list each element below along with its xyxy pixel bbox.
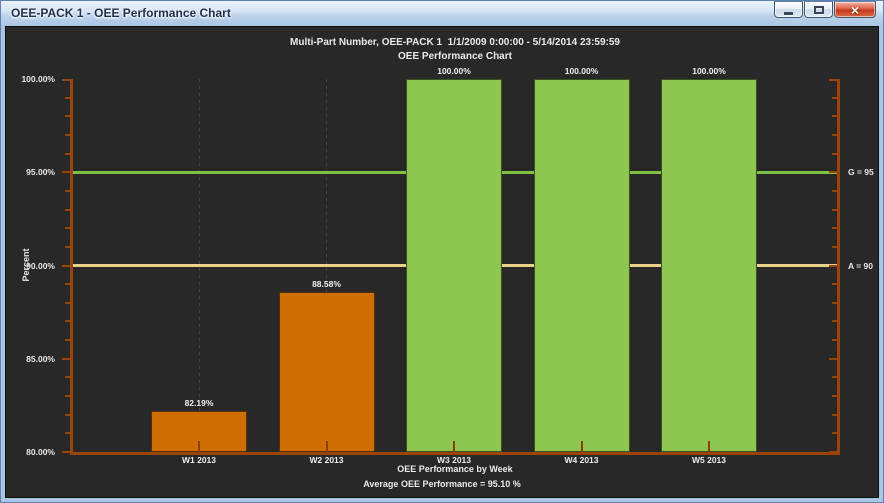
window-title: OEE-PACK 1 - OEE Performance Chart — [11, 6, 231, 20]
minimize-button[interactable] — [774, 1, 803, 18]
right-axis-tick — [832, 301, 837, 304]
x-tick-label: W4 2013 — [564, 455, 599, 465]
y-axis-tick — [65, 283, 70, 286]
goal-line-label: G = 95 — [848, 167, 874, 178]
bar — [661, 79, 757, 452]
y-axis-tick — [62, 79, 70, 81]
right-axis-tick — [832, 133, 837, 136]
y-tick-label: 90.00% — [26, 260, 55, 271]
window-controls: × — [774, 1, 876, 18]
y-axis-tick — [62, 171, 70, 174]
right-axis-tick — [832, 395, 837, 398]
plot-area: 82.19% W1 2013 88.58% W2 2013 100.00% W3 2013… — [21, 66, 873, 465]
y-tick-label: 80.00% — [26, 447, 55, 457]
minimize-icon — [784, 11, 793, 15]
y-axis-tick — [65, 432, 70, 435]
amber-line-label: A = 90 — [848, 260, 873, 271]
y-axis-tick — [65, 245, 70, 248]
right-axis-tick — [832, 413, 837, 416]
right-axis-tick — [829, 264, 837, 267]
right-axis-tick — [832, 283, 837, 286]
y-axis-tick — [65, 152, 70, 155]
x-tick-label: W3 2013 — [436, 455, 472, 465]
x-axis-tick — [580, 441, 583, 452]
right-axis-tick — [832, 245, 837, 248]
y-axis-tick — [62, 264, 70, 267]
y-tick-label: 95.00% — [26, 167, 55, 178]
x-tick-label: W5 2013 — [691, 455, 727, 465]
y-axis-tick — [62, 357, 70, 360]
y-axis-tick — [65, 115, 70, 118]
y-axis-tick — [65, 376, 70, 379]
chart-subtitle: Multi-Part Number, OEE-PACK 1 1/1/2009 0… — [290, 37, 620, 48]
x-axis-line — [70, 452, 840, 455]
right-axis-tick — [832, 152, 837, 155]
right-axis-line — [837, 79, 840, 452]
right-axis-tick — [829, 79, 837, 81]
bar-value-label: 100.00% — [437, 66, 471, 76]
y-axis-tick — [65, 339, 70, 342]
right-axis-tick — [832, 189, 837, 192]
right-axis-tick — [832, 376, 837, 379]
x-axis-tick — [708, 441, 710, 452]
x-axis-tick — [198, 441, 200, 452]
y-axis-tick — [65, 133, 70, 136]
x-axis-title: OEE Performance by Week — [397, 464, 513, 474]
right-axis-tick — [832, 227, 837, 230]
maximize-button[interactable] — [804, 1, 833, 18]
y-axis-tick — [65, 395, 70, 398]
y-tick-label: 85.00% — [26, 353, 55, 364]
right-axis-tick — [832, 432, 837, 435]
close-button[interactable]: × — [834, 1, 876, 18]
close-icon: × — [850, 1, 860, 18]
bar — [406, 79, 502, 452]
bar-value-label: 82.19% — [184, 398, 214, 409]
bar — [278, 291, 375, 452]
bar-value-label: 100.00% — [564, 66, 599, 76]
average-oee-footer: Average OEE Performance = 95.10 % — [363, 479, 521, 489]
right-axis-tick — [832, 115, 837, 118]
x-tick-label: W1 2013 — [181, 455, 217, 465]
titlebar[interactable]: OEE-PACK 1 - OEE Performance Chart × — [1, 1, 883, 26]
x-axis-tick — [453, 441, 455, 452]
y-axis-tick — [65, 227, 70, 230]
right-axis-tick — [832, 339, 837, 342]
x-tick-label: W2 2013 — [309, 455, 344, 465]
bar-value-label: 100.00% — [692, 66, 726, 76]
right-axis-tick — [832, 96, 837, 99]
right-axis-tick — [829, 171, 837, 174]
bar — [533, 79, 630, 452]
y-axis-tick — [65, 189, 70, 192]
right-axis-tick — [829, 357, 837, 360]
chart-canvas: Multi-Part Number, OEE-PACK 1 1/1/2009 0… — [5, 26, 879, 498]
maximize-icon — [813, 5, 824, 14]
y-axis-tick — [65, 208, 70, 211]
right-axis-tick — [829, 451, 837, 453]
right-axis-tick — [832, 208, 837, 211]
y-axis-line — [70, 79, 73, 452]
y-axis-tick — [65, 301, 70, 304]
y-axis-tick — [65, 96, 70, 99]
chart-title: OEE Performance Chart — [398, 51, 512, 62]
y-tick-label: 100.00% — [21, 74, 55, 84]
x-axis-tick — [325, 441, 328, 452]
y-axis-tick — [62, 451, 70, 453]
bar-value-label: 88.58% — [312, 278, 341, 289]
y-axis-tick — [65, 413, 70, 416]
right-axis-tick — [832, 320, 837, 323]
y-axis-tick — [65, 320, 70, 323]
